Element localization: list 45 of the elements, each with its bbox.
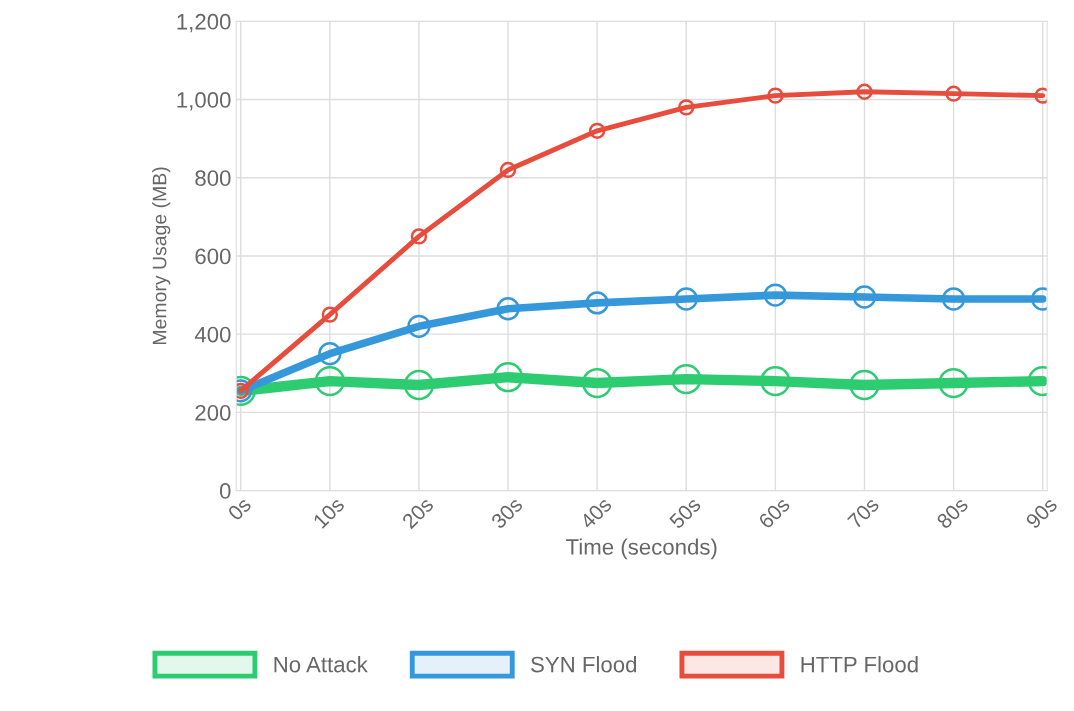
point — [945, 85, 962, 102]
point — [585, 291, 609, 315]
x-tick-label: 70s — [846, 496, 880, 530]
x-tick-label: 40s — [579, 496, 613, 530]
point — [314, 365, 345, 397]
legend-label: No Attack — [274, 656, 368, 673]
y-axis-title: Memory Usage (MB) — [152, 167, 171, 345]
x-tick-label: 60s — [757, 496, 791, 530]
y-tick-label: 600 — [195, 248, 231, 265]
legend-label: SYN Flood — [531, 656, 637, 673]
y-tick-label: 200 — [195, 404, 231, 421]
point — [499, 161, 517, 179]
x-axis-title: Time (seconds) — [566, 538, 717, 560]
point — [582, 367, 613, 399]
point — [496, 297, 520, 321]
point — [763, 283, 788, 307]
x-tick-label: 10s — [312, 496, 346, 529]
x-tick-label: 20s — [401, 496, 435, 530]
point — [671, 364, 702, 395]
y-tick-label: 400 — [194, 326, 231, 343]
point — [852, 285, 877, 309]
point — [318, 342, 342, 366]
point — [760, 365, 791, 397]
point — [674, 287, 698, 311]
y-tick-label: 800 — [195, 170, 231, 187]
x-tick-label: 30s — [490, 496, 524, 530]
point — [410, 228, 428, 245]
point — [849, 369, 880, 401]
y-tick-label: 1,000 — [177, 92, 231, 111]
x-tick-label: 50s — [668, 496, 702, 530]
y-tick-label: 0 — [219, 483, 231, 499]
point — [938, 367, 969, 399]
point — [941, 287, 966, 311]
y-tick-label: 1,200 — [177, 13, 231, 33]
x-tick-label: 80s — [935, 496, 969, 530]
legend-label: HTTP Flood — [801, 656, 918, 673]
point — [407, 314, 431, 339]
point — [492, 362, 524, 393]
point — [588, 122, 606, 140]
point — [678, 99, 695, 116]
point — [403, 369, 435, 401]
point — [321, 306, 339, 323]
x-tick-label: 90s — [1025, 496, 1058, 530]
point — [767, 87, 784, 104]
point — [856, 83, 873, 100]
